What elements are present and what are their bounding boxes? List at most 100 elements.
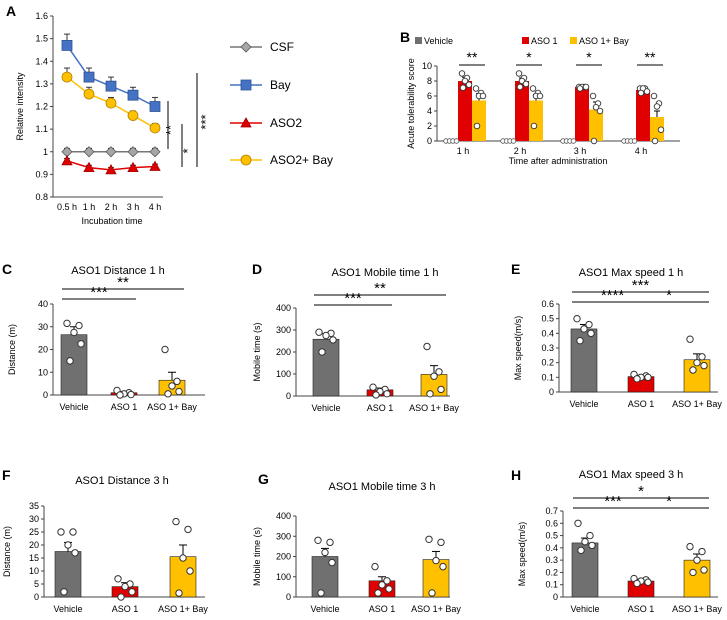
legend-label: ASO 1+ Bay [579, 36, 629, 46]
data-point [700, 566, 708, 574]
data-point [693, 358, 701, 367]
x-tick-label: ASO 1+ Bay [672, 399, 722, 409]
data-point [637, 89, 645, 97]
data-point [63, 319, 71, 328]
sig-label: ** [374, 280, 386, 297]
data-point [175, 387, 183, 396]
panel-label-e: E [511, 261, 520, 277]
data-point [459, 84, 467, 91]
data-point [570, 138, 577, 144]
data-point [186, 567, 194, 575]
x-tick-label: Vehicle [569, 399, 598, 409]
x-tick-label: 3 h [574, 146, 587, 156]
y-axis-label: Distance (m) [2, 526, 12, 577]
y-tick-label: 0.5 [541, 314, 554, 324]
y-tick-label: 30 [38, 322, 48, 332]
y-tick-label: 15 [29, 553, 39, 563]
data-point [149, 160, 161, 171]
data-point [590, 137, 598, 145]
y-tick-label: 0.1 [545, 580, 558, 590]
y-tick-label: 20 [29, 540, 39, 550]
x-tick-label: 2 h [105, 202, 118, 212]
data-point [83, 88, 95, 100]
x-tick-label: ASO 1 [628, 604, 655, 614]
x-tick-label: ASO 1 [628, 399, 655, 409]
y-tick-label: 8 [427, 76, 432, 86]
data-point [149, 101, 161, 112]
data-point [329, 336, 337, 344]
data-point [127, 89, 139, 101]
data-point [430, 372, 438, 380]
data-point [453, 138, 460, 144]
y-tick-label: 1 [43, 147, 48, 157]
data-point [105, 80, 117, 92]
data-point [587, 329, 595, 338]
data-point [149, 122, 161, 134]
sig-label: * [586, 49, 592, 65]
data-point [689, 568, 697, 577]
data-point [385, 585, 393, 593]
panel-label-g: G [258, 471, 269, 487]
data-point [83, 161, 95, 172]
y-tick-label: 300 [276, 531, 291, 541]
data-point [577, 546, 585, 555]
x-tick-label: ASO 1 [367, 403, 394, 413]
y-axis-label: Mobile time (s) [252, 527, 262, 586]
y-tick-label: 200 [276, 552, 291, 562]
panel-label-b: B [400, 29, 410, 45]
bar [458, 81, 472, 141]
chart-title: ASO1 Max speed 1 h [579, 267, 684, 279]
data-point [644, 373, 652, 382]
data-point [458, 70, 466, 77]
y-tick-label: 0.8 [35, 192, 48, 202]
panel-h-chart: 0 0.1 0.2 0.3 0.4 0.5 0.6 0.7 ASO1 Max speed 3 h… [517, 469, 722, 614]
bar [54, 551, 82, 598]
legend-label: ASO2+ Bay [270, 153, 333, 167]
y-tick-label: 10 [38, 367, 48, 377]
legend-label: Bay [270, 78, 291, 92]
legend-marker [240, 154, 252, 166]
data-point [522, 80, 530, 88]
data-point [61, 40, 73, 51]
y-tick-label: 25 [29, 527, 39, 537]
y-tick-label: 0.3 [541, 343, 554, 353]
data-point [322, 331, 330, 340]
bar [570, 328, 598, 393]
data-point [437, 538, 445, 547]
data-point [479, 92, 487, 100]
data-point [510, 138, 517, 144]
data-point [461, 77, 469, 85]
sig-label: * [180, 148, 195, 153]
x-tick-label: Vehicle [59, 402, 88, 412]
panel-label-a: A [6, 3, 16, 19]
y-tick-label: 0.4 [541, 328, 554, 338]
data-point [173, 377, 181, 386]
x-axis-label: Time after administration [509, 156, 608, 166]
bar [472, 100, 486, 141]
data-point [116, 391, 124, 399]
data-point [473, 122, 481, 130]
data-point [425, 535, 433, 543]
y-tick-label: 30 [29, 514, 39, 524]
y-tick-label: 1.6 [35, 11, 48, 21]
panel-d-chart: 0 100 200 300 400 ASO1 Mobile time 1 h Mobile … [252, 267, 459, 413]
data-point [529, 85, 537, 92]
data-point [71, 549, 79, 557]
data-point [61, 71, 73, 83]
y-tick-label: 6 [427, 91, 432, 101]
legend-label: CSF [270, 40, 294, 54]
data-point [515, 70, 523, 77]
sig-label: ** [117, 274, 129, 291]
data-point [127, 390, 135, 399]
y-tick-label: 20 [38, 345, 48, 355]
x-axis-label: Incubation time [81, 216, 142, 226]
x-tick-label: Vehicle [53, 604, 82, 614]
data-point [127, 110, 139, 121]
data-point [105, 164, 117, 175]
y-tick-label: 5 [34, 579, 39, 589]
data-point [69, 528, 77, 536]
y-axis-label: Distance (m) [7, 324, 17, 375]
y-tick-label: 0.3 [545, 555, 558, 565]
data-point [589, 92, 597, 100]
panel-e-chart: 0 0.1 0.2 0.3 0.4 0.5 0.6 ASO1 Max speed 1 h Max… [513, 267, 722, 409]
